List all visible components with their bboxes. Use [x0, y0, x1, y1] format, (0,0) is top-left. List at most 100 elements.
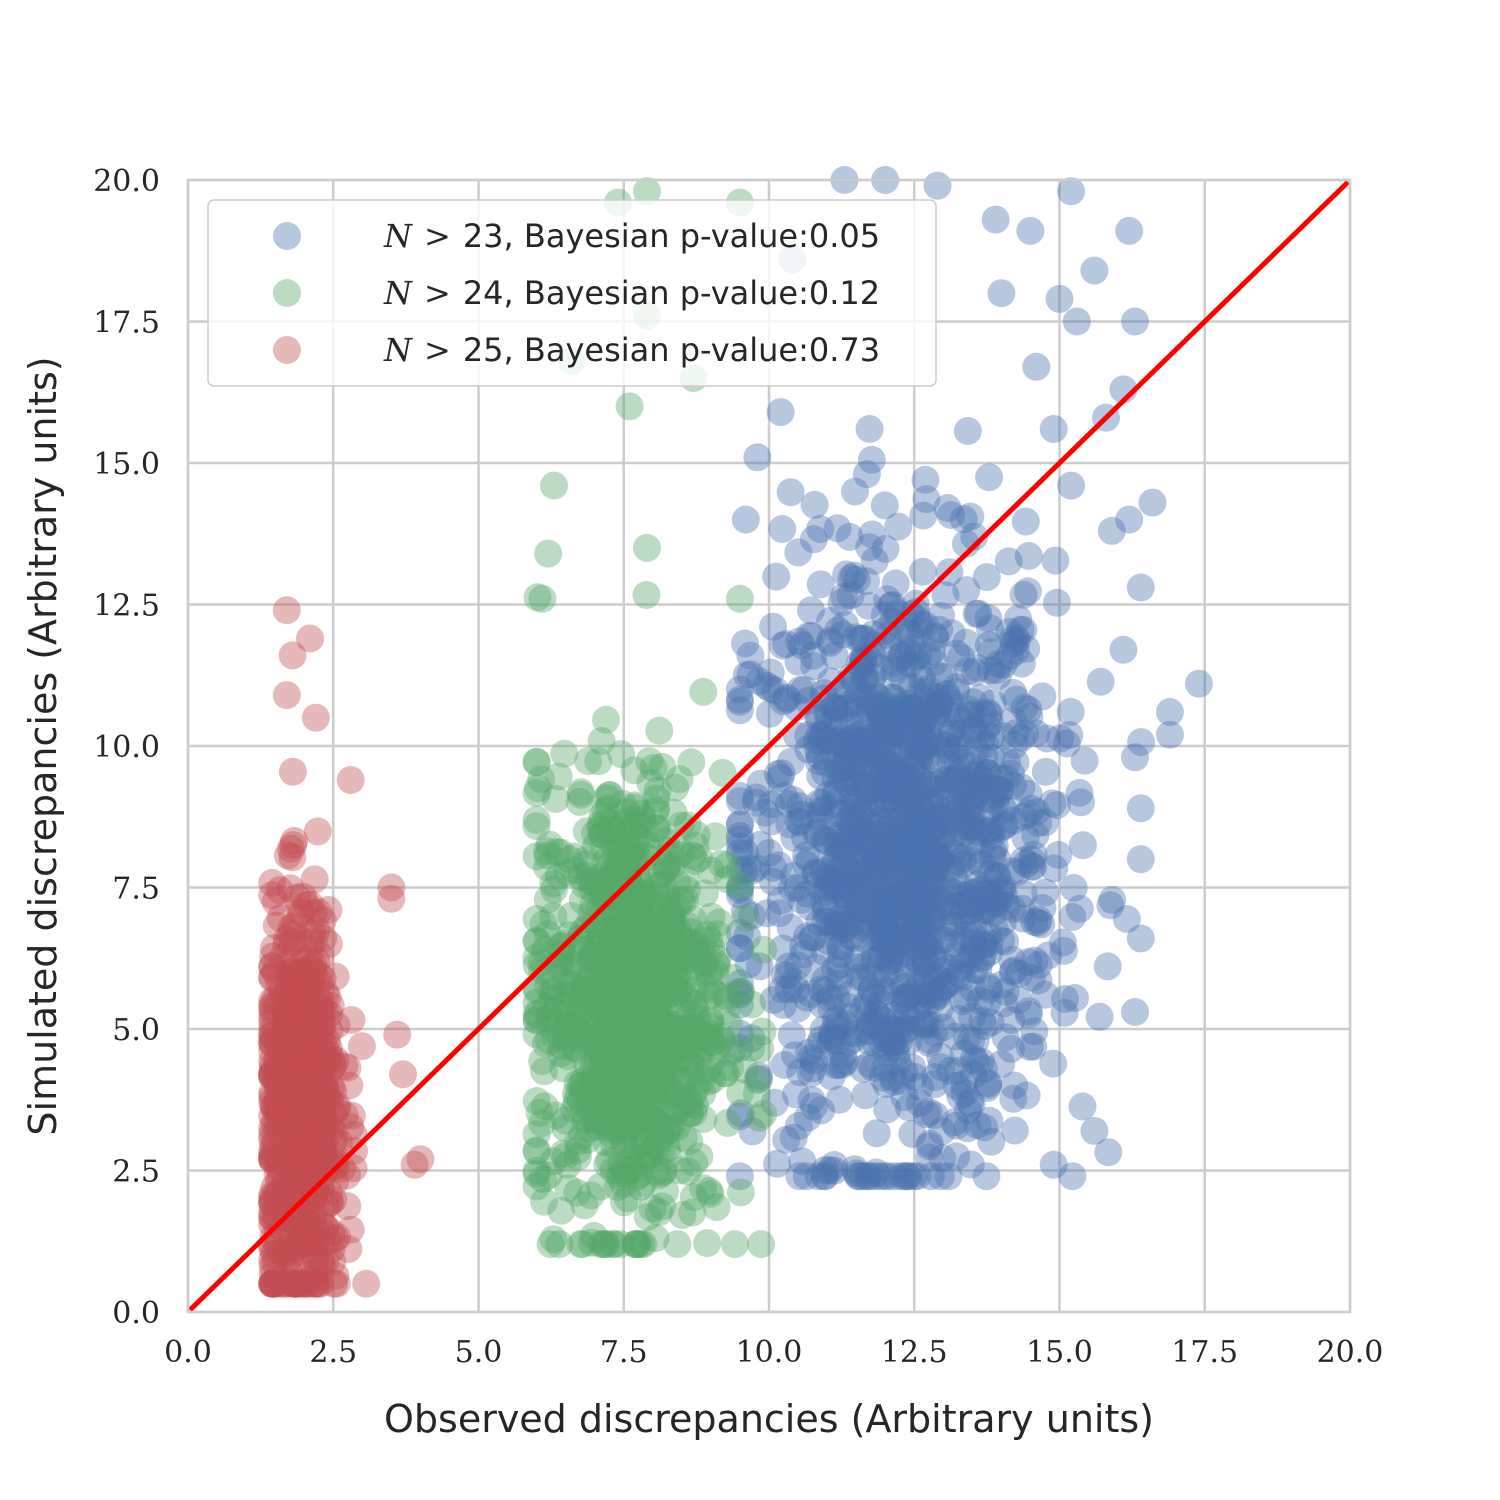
data-point: [582, 1015, 610, 1044]
data-point: [864, 683, 892, 712]
data-point: [834, 1028, 863, 1057]
data-point: [865, 697, 894, 726]
data-point: [827, 902, 856, 931]
data-point: [665, 972, 694, 1001]
data-point: [951, 881, 979, 910]
data-point: [975, 929, 1004, 958]
data-point: [592, 784, 621, 813]
data-point: [284, 1075, 313, 1104]
data-point: [898, 1119, 927, 1148]
data-point: [909, 895, 938, 924]
data-point: [725, 1162, 754, 1191]
data-point: [902, 836, 931, 865]
data-point: [620, 756, 649, 785]
data-point: [850, 664, 879, 693]
data-point: [966, 683, 995, 712]
data-point: [774, 975, 803, 1004]
data-point: [290, 1037, 319, 1066]
data-point: [295, 1153, 324, 1182]
data-point: [926, 926, 955, 955]
data-point: [822, 984, 851, 1013]
data-point: [1011, 507, 1040, 536]
data-point: [840, 857, 868, 886]
data-point: [593, 1094, 622, 1123]
data-point: [605, 1159, 634, 1188]
data-point: [891, 922, 920, 951]
data-point: [259, 1223, 288, 1252]
data-point: [1001, 719, 1030, 748]
data-point: [304, 898, 333, 927]
data-point: [617, 1071, 646, 1100]
data-point: [287, 1012, 316, 1040]
data-point: [827, 854, 856, 883]
data-point: [563, 1136, 592, 1165]
data-point: [890, 1057, 919, 1086]
data-point: [843, 689, 872, 718]
data-point: [912, 932, 940, 961]
data-point: [916, 771, 945, 800]
data-point: [593, 990, 621, 1019]
data-point: [678, 1022, 707, 1051]
x-tick-label: 7.5: [600, 1335, 648, 1370]
data-point: [578, 866, 607, 895]
data-point: [657, 1018, 686, 1047]
data-point: [956, 752, 985, 781]
data-point: [888, 641, 917, 670]
data-point: [845, 1162, 874, 1191]
data-point: [636, 1005, 665, 1034]
data-point: [259, 1093, 288, 1122]
data-point: [644, 1058, 673, 1087]
data-point: [563, 1142, 592, 1171]
data-point: [274, 1050, 303, 1079]
data-point: [556, 980, 585, 1009]
data-point: [279, 1052, 308, 1081]
data-point: [807, 726, 836, 755]
data-point: [1061, 984, 1089, 1012]
data-point: [606, 1067, 634, 1095]
data-point: [843, 944, 872, 973]
data-point: [817, 994, 846, 1023]
data-point: [568, 1230, 597, 1259]
data-point: [822, 913, 851, 941]
data-point: [905, 834, 934, 863]
data-point: [525, 1098, 554, 1127]
data-point: [270, 1055, 299, 1083]
data-point: [580, 1045, 609, 1074]
data-point: [820, 1156, 849, 1185]
data-point: [942, 639, 971, 668]
data-point: [824, 915, 853, 944]
data-point: [903, 803, 932, 832]
data-point: [303, 1044, 332, 1073]
data-point: [626, 1230, 655, 1259]
data-point: [792, 841, 821, 870]
data-point: [587, 1067, 616, 1096]
data-point: [1039, 415, 1068, 443]
data-point: [572, 817, 601, 846]
data-point: [844, 727, 873, 756]
data-point: [289, 882, 317, 911]
data-point: [749, 1100, 778, 1129]
data-point: [599, 987, 628, 1016]
data-point: [848, 868, 877, 896]
data-point: [272, 1013, 301, 1042]
data-point: [936, 967, 965, 996]
data-point: [628, 1050, 657, 1079]
data-point: [632, 1111, 661, 1140]
data-point: [880, 719, 908, 748]
data-point: [844, 897, 873, 926]
data-point: [900, 1062, 929, 1091]
data-point: [275, 1039, 304, 1068]
data-point: [861, 998, 890, 1027]
data-point: [675, 928, 704, 957]
data-point: [297, 1117, 326, 1146]
data-point: [1096, 891, 1125, 920]
data-point: [628, 885, 657, 914]
data-point: [945, 731, 974, 760]
data-point: [855, 415, 884, 443]
data-point: [267, 1269, 296, 1298]
data-point: [258, 1101, 287, 1130]
data-point: [797, 596, 825, 625]
data-point: [643, 911, 672, 940]
data-point: [919, 802, 948, 831]
data-point: [857, 975, 886, 1003]
